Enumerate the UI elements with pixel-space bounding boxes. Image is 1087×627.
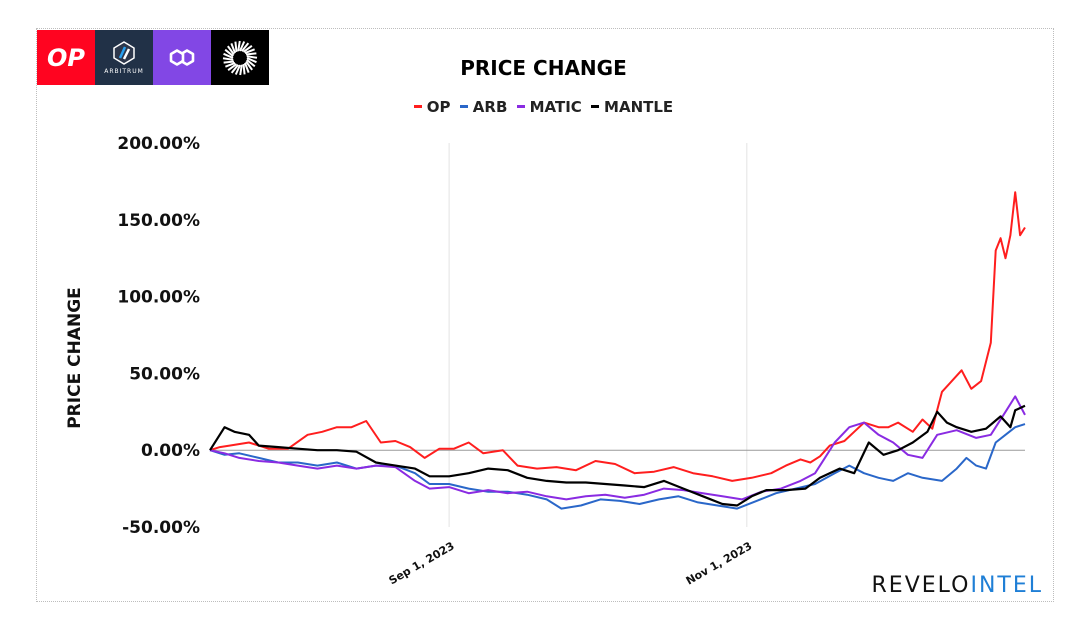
x-tick-label: Sep 1, 2023 xyxy=(387,539,457,587)
chart-title: PRICE CHANGE xyxy=(460,56,627,80)
mantle-ray xyxy=(223,60,235,64)
mantle-ray xyxy=(224,48,234,57)
mantle-ray xyxy=(245,60,253,70)
y-tick-label: -50.00% xyxy=(122,518,200,538)
legend-label-arb: ARB xyxy=(472,98,508,116)
legend-label-matic: MATIC xyxy=(529,98,582,116)
legend-mark-op xyxy=(413,105,422,108)
op-logo: OP xyxy=(37,30,95,85)
mantle-ray xyxy=(230,63,239,73)
legend-label-op: OP xyxy=(426,98,451,116)
arbitrum-logo: ARBITRUM xyxy=(95,30,153,85)
mantle-ray xyxy=(234,64,241,75)
mantle-ray xyxy=(246,58,256,67)
mantle-ray xyxy=(222,56,234,61)
mantle-ray xyxy=(227,62,238,71)
legend-mark-mantle xyxy=(591,105,600,108)
series-line-mantle xyxy=(209,404,1026,507)
y-tick-label: 0.00% xyxy=(141,441,200,461)
mantle-ray xyxy=(234,41,238,52)
y-tick-label: 100.00% xyxy=(117,288,200,308)
mantle-logo xyxy=(211,30,269,85)
mantle-ray xyxy=(244,62,250,73)
mantle-ray xyxy=(246,56,257,63)
legend-item-arb: ARB xyxy=(459,98,508,116)
mantle-ray xyxy=(239,40,246,51)
mantle-ray xyxy=(242,63,246,74)
legend-label-mantle: MANTLE xyxy=(604,98,674,116)
mantle-ray xyxy=(244,47,255,54)
series-line-op xyxy=(209,191,1026,482)
mantle-ray xyxy=(237,40,241,51)
legend-item-op: OP xyxy=(413,98,451,116)
legend-mark-arb xyxy=(459,105,468,108)
polygon-logo xyxy=(153,30,211,85)
chart-frame xyxy=(36,28,1054,602)
mantle-ray xyxy=(227,45,235,55)
series-line-matic xyxy=(209,395,1026,501)
mantle-ray xyxy=(241,42,250,52)
mantle-ray xyxy=(225,61,236,68)
mantle-ray xyxy=(245,51,257,55)
mantle-ray xyxy=(246,54,258,59)
arbitrum-icon xyxy=(113,41,135,65)
mantle-ray xyxy=(242,44,253,53)
chart-legend: OP ARB MATIC MANTLE xyxy=(0,98,1087,116)
y-tick-label: 50.00% xyxy=(129,364,200,384)
mantle-icon xyxy=(222,40,258,75)
brand-part1: REVELO xyxy=(871,573,971,598)
mantle-ray xyxy=(239,64,243,75)
polygon-icon xyxy=(169,48,195,66)
legend-item-matic: MATIC xyxy=(516,98,582,116)
x-tick-label: Nov 1, 2023 xyxy=(684,539,755,587)
legend-mark-matic xyxy=(516,105,525,108)
y-tick-label: 200.00% xyxy=(117,134,200,154)
op-logo-text: OP xyxy=(47,43,85,72)
brand-part2: INTEL xyxy=(970,573,1043,598)
revelointel-logo: REVELOINTEL xyxy=(872,573,1043,598)
arbitrum-logo-text: ARBITRUM xyxy=(104,68,144,75)
mantle-ray xyxy=(230,42,236,53)
y-axis-label: PRICE CHANGE xyxy=(65,287,85,429)
mantle-ray xyxy=(223,52,234,59)
y-tick-label: 150.00% xyxy=(117,211,200,231)
legend-item-mantle: MANTLE xyxy=(591,98,673,116)
